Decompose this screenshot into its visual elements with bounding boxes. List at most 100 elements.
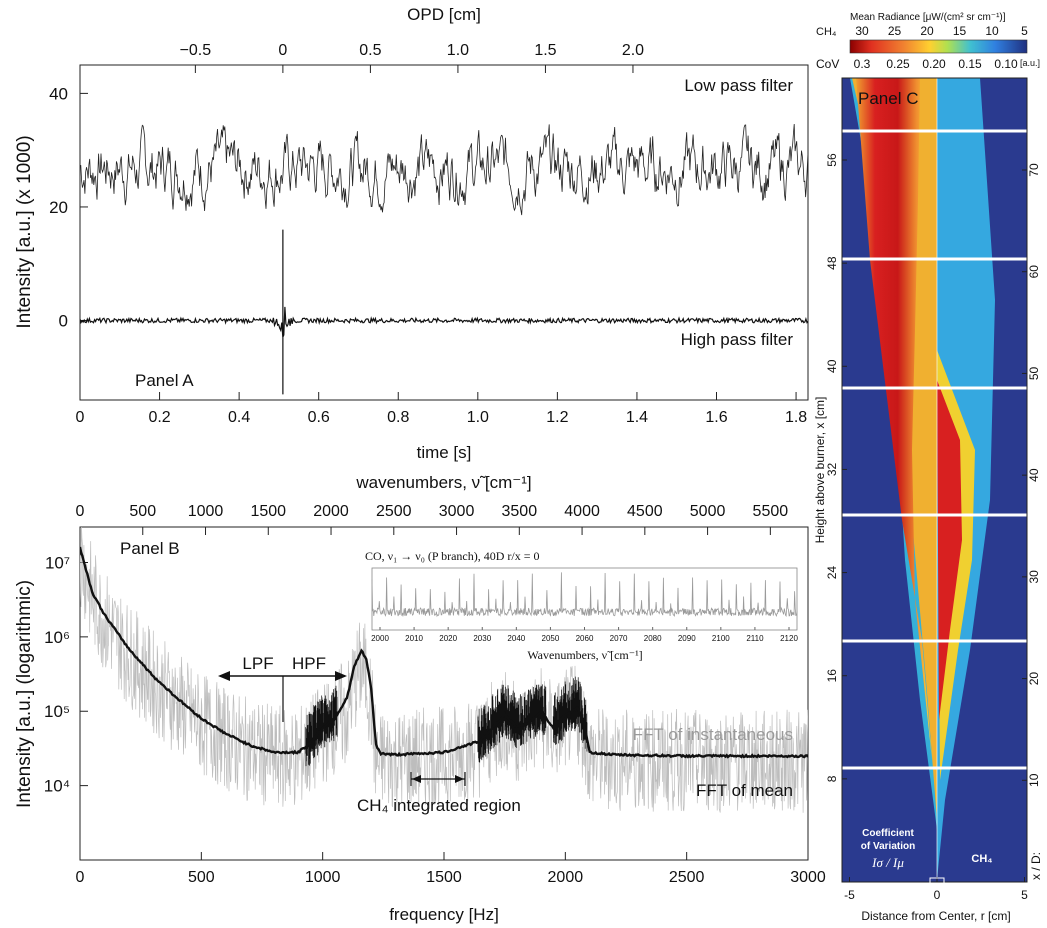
panel-b-label: Panel B: [120, 539, 180, 558]
cov-row-label: CoV: [816, 57, 839, 71]
inset-tick-label: 2070: [610, 634, 628, 643]
panel-c-bottom-tick-label: -5: [844, 888, 855, 902]
panel-a-y-tick-label: 40: [49, 84, 68, 103]
panel-c: Mean Radiance [μW/(cm² sr cm⁻¹)] CH₄ 30 2…: [813, 12, 1043, 923]
panel-c-right-tick-label: 10: [1027, 773, 1041, 787]
panel-c-right-tick-label: 70: [1027, 163, 1041, 177]
panel-a-bottom-tick-label: 1.4: [626, 409, 648, 426]
fft-instantaneous-label: FFT of instantaneous: [633, 725, 793, 744]
hpf-label: HPF: [292, 654, 326, 673]
inset-tick-label: 2110: [746, 634, 764, 643]
panel-b-top-tick-label: 4000: [564, 503, 600, 520]
panel-c-bottom-axis-label: Distance from Center, r [cm]: [861, 909, 1010, 923]
panel-c-frame: [841, 77, 1028, 883]
ch4-caption: CH₄: [971, 853, 992, 865]
fft-mean-label: FFT of mean: [696, 781, 793, 800]
low-pass-series: [80, 123, 808, 216]
panel-a-top-tick-label: 1.5: [534, 42, 556, 59]
panel-b-y-tick-label: 10⁴: [44, 777, 70, 796]
panel-c-right-tick-label: 50: [1027, 366, 1041, 380]
cov-caption-2: of Variation: [861, 841, 915, 852]
panel-b-top-tick-label: 0: [76, 503, 85, 520]
panel-a-bottom-axis-label: time [s]: [417, 443, 472, 462]
panel-b-y-tick-label: 10⁷: [45, 553, 70, 572]
panel-c-left-ticks: 56 48 40 32 24 16 8: [825, 153, 847, 782]
fft-instantaneous-series: [80, 527, 808, 813]
panel-b-y-tick-label: 10⁵: [44, 702, 70, 721]
fft-mean-series: [80, 546, 808, 759]
panel-c-right-axis-label: x / D:: [1029, 852, 1043, 880]
panel-a-bottom-tick-label: 1.2: [546, 409, 568, 426]
lpf-label: LPF: [242, 654, 273, 673]
panel-b-bottom-tick-label: 3000: [790, 869, 826, 886]
panel-b-top-tick-label: 500: [129, 503, 156, 520]
ch4-region-marker: CH₄ integrated region: [357, 772, 521, 815]
panel-b-bottom-tick-label: 500: [188, 869, 215, 886]
colorbar-cov-ticks: 0.3 0.25 0.20 0.15 0.10: [854, 57, 1018, 71]
inset-tick-label: 2060: [576, 634, 594, 643]
panel-a-top-tick-label: 2.0: [622, 42, 644, 59]
panel-b-bottom-tick-label: 0: [76, 869, 85, 886]
panel-b-top-tick-label: 1500: [250, 503, 286, 520]
panel-b-top-tick-label: 1000: [188, 503, 224, 520]
panel-c-left-tick-label: 16: [825, 669, 839, 683]
inset-tick-label: 2020: [439, 634, 457, 643]
inset-ticks: 2000 2010 2020 2030 2040 2050 2060 2070 2080 2090…: [371, 627, 798, 643]
panel-a-bottom-tick-label: 0.2: [148, 409, 170, 426]
jet-image: [842, 78, 1027, 882]
panel-b: wavenumbers, ν̃ [cm⁻¹] 0 500 1000 1500 2000 2…: [14, 473, 826, 924]
panel-c-bottom-tick-label: 5: [1021, 888, 1028, 902]
panel-b-top-tick-label: 4500: [627, 503, 663, 520]
inset-tick-label: 2010: [405, 634, 423, 643]
panel-a-top-tick-label: −0.5: [180, 42, 212, 59]
colorbar-ch4-tick: 20: [920, 24, 934, 38]
panel-b-bottom-ticks: 0 500 1000 1500 2000 2500 3000: [76, 852, 826, 886]
colorbar-ch4-tick: 15: [953, 24, 967, 38]
panel-a-y-tick-label: 20: [49, 198, 68, 217]
panel-a-bottom-tick-label: 1.0: [467, 409, 489, 426]
inset-tick-label: 2100: [712, 634, 730, 643]
panel-b-bottom-tick-label: 1000: [305, 869, 341, 886]
colorbar-ch4-tick: 5: [1021, 24, 1028, 38]
inset-tick-label: 2090: [678, 634, 696, 643]
panel-b-y-ticks: 10⁷ 10⁶ 10⁵ 10⁴: [44, 553, 88, 796]
inset-frame: [371, 567, 798, 631]
ch4-region-label: CH₄ integrated region: [357, 796, 521, 815]
cov-unit: [a.u.]: [1020, 58, 1040, 68]
panel-a-label: Panel A: [135, 371, 194, 390]
panel-b-bottom-tick-label: 2000: [548, 869, 584, 886]
inset-tick-label: 2030: [473, 634, 491, 643]
colorbar-cov-tick: 0.20: [922, 57, 946, 71]
panel-c-left-tick-label: 8: [825, 775, 839, 782]
inset-tick-label: 2000: [371, 634, 389, 643]
inset-xlabel: Wavenumbers, ν̃ [cm⁻¹]: [527, 648, 642, 662]
panel-b-top-tick-label: 2000: [313, 503, 349, 520]
panel-a-bottom-tick-label: 0.4: [228, 409, 250, 426]
ch4-row-label: CH₄: [816, 26, 837, 38]
panel-a: OPD [cm] −0.5 0 0.5 1.0 1.5 2.0 0 0.2 0.4 0.6 0.8…: [14, 5, 809, 462]
panel-c-left-tick-label: 48: [825, 256, 839, 270]
panel-b-y-axis-label: Intensity [a.u.] (logarithmic): [14, 580, 35, 808]
panel-a-top-tick-label: 1.0: [447, 42, 469, 59]
panel-a-bottom-tick-label: 0: [76, 409, 85, 426]
panel-b-y-tick-label: 10⁶: [44, 628, 70, 647]
panel-c-bottom-ticks: -5 0 5: [844, 877, 1028, 902]
colorbar-ch4-ticks: 30 25 20 15 10 5: [855, 24, 1028, 38]
panel-c-right-tick-label: 20: [1027, 672, 1041, 686]
panel-a-bottom-tick-label: 1.8: [785, 409, 807, 426]
panel-b-top-tick-label: 2500: [376, 503, 412, 520]
panel-b-top-tick-label: 3500: [502, 503, 538, 520]
high-pass-series: [80, 229, 808, 395]
inset-tick-label: 2040: [507, 634, 525, 643]
panel-a-y-tick-label: 0: [59, 312, 68, 331]
cov-jet-core: [856, 78, 932, 760]
section-dividers: [842, 129, 1027, 770]
colorbar-cov-tick: 0.10: [994, 57, 1018, 71]
colorbar-cov-tick: 0.3: [854, 57, 871, 71]
inset-tick-label: 2050: [542, 634, 560, 643]
panel-c-left-tick-label: 56: [825, 153, 839, 167]
panel-a-y-ticks: 40 20 0: [49, 84, 88, 331]
panel-b-bottom-axis-label: frequency [Hz]: [389, 905, 499, 924]
panel-c-right-tick-label: 40: [1027, 468, 1041, 482]
